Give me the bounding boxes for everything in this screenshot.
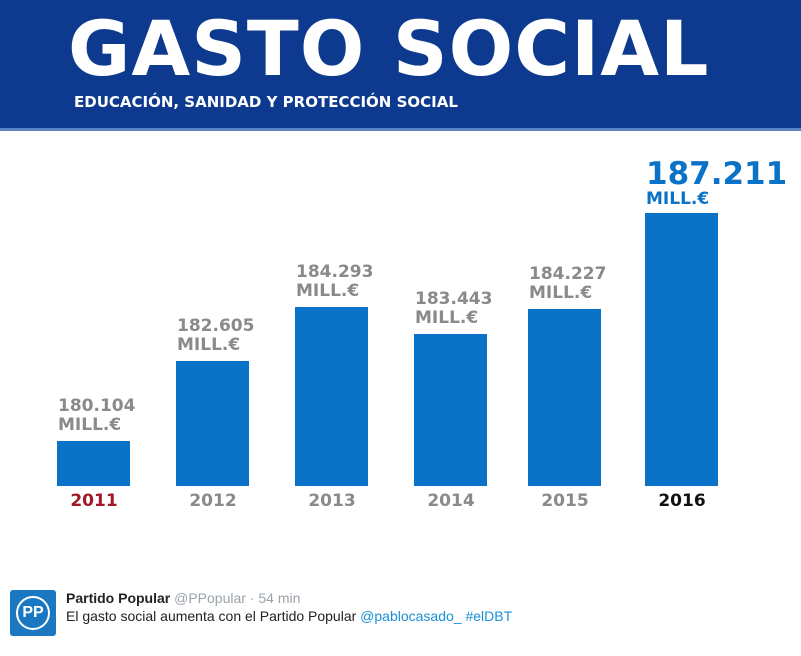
tweet-header: Partido Popular @PPopular · 54 min (66, 590, 300, 606)
bar-2014 (414, 333, 487, 486)
value-unit: MILL.€ (296, 280, 360, 301)
value-unit: MILL.€ (646, 189, 710, 209)
value-number: 184.293 (296, 261, 374, 282)
page-title: GASTO SOCIAL (68, 4, 710, 93)
tweet-text: El gasto social aumenta con el Partido P… (66, 608, 512, 624)
bar-2016 (645, 213, 718, 486)
value-number: 184.227 (529, 263, 607, 284)
tweet-body: El gasto social aumenta con el Partido P… (66, 608, 361, 624)
bar-2011 (57, 440, 130, 486)
header-banner: GASTO SOCIAL EDUCACIÓN, SANIDAD Y PROTEC… (0, 0, 801, 131)
page-subtitle: EDUCACIÓN, SANIDAD Y PROTECCIÓN SOCIAL (74, 93, 458, 111)
tweet-time[interactable]: · 54 min (249, 590, 301, 606)
year-label-2015: 2015 (541, 491, 589, 511)
value-unit: MILL.€ (177, 334, 241, 355)
avatar[interactable]: PP (10, 590, 56, 636)
value-number: 187.211 (646, 156, 788, 192)
year-label-2014: 2014 (427, 491, 475, 511)
bar-2012 (176, 360, 249, 486)
tweet-handle[interactable]: @PPopular (174, 590, 246, 606)
value-number: 180.104 (58, 395, 136, 416)
value-number: 183.443 (415, 288, 493, 309)
year-label-2012: 2012 (189, 491, 237, 511)
hashtag-link[interactable]: #elDBT (465, 608, 513, 624)
value-label-2011: 180.104 MILL.€ (58, 395, 136, 435)
value-unit: MILL.€ (529, 282, 593, 303)
year-label-2013: 2013 (308, 491, 356, 511)
value-label-2015: 184.227 MILL.€ (529, 263, 607, 303)
bar-2013 (295, 306, 368, 486)
value-unit: MILL.€ (415, 307, 479, 328)
value-label-2012: 182.605 MILL.€ (177, 315, 255, 355)
tweet-author[interactable]: Partido Popular (66, 590, 171, 606)
value-label-2016: 187.211 MILL.€ (646, 158, 787, 209)
bar-chart: 180.104 MILL.€ 2011 182.605 MILL.€ 2012 184.29… (57, 158, 787, 511)
value-unit: MILL.€ (58, 414, 122, 435)
tweet[interactable]: PP Partido Popular @PPopular · 54 min El… (10, 590, 790, 656)
bar-2015 (528, 308, 601, 486)
pp-logo-icon: PP (16, 596, 50, 630)
year-label-2016: 2016 (658, 491, 706, 511)
value-number: 182.605 (177, 315, 255, 336)
year-label-2011: 2011 (70, 491, 118, 511)
value-label-2014: 183.443 MILL.€ (415, 288, 493, 328)
mention-link[interactable]: @pablocasado_ (360, 608, 462, 624)
value-label-2013: 184.293 MILL.€ (296, 261, 374, 301)
